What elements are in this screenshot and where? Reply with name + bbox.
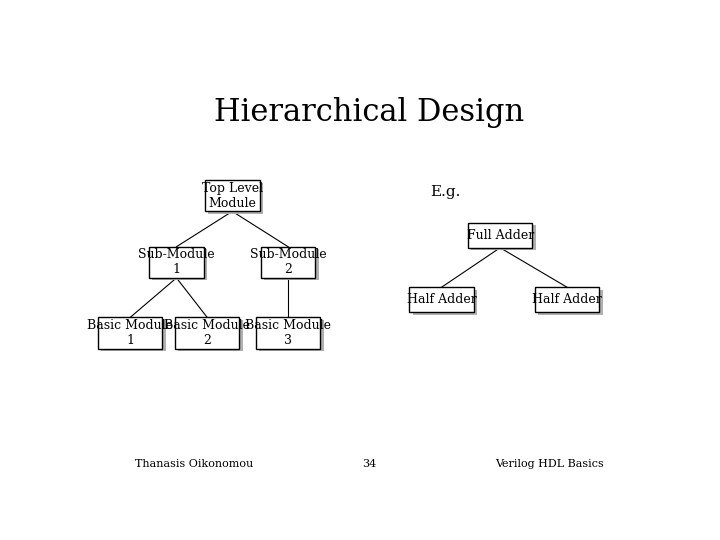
FancyBboxPatch shape xyxy=(413,290,477,315)
FancyBboxPatch shape xyxy=(535,287,599,312)
Text: Basic Module
1: Basic Module 1 xyxy=(87,319,174,347)
Text: 34: 34 xyxy=(362,459,376,469)
FancyBboxPatch shape xyxy=(539,290,603,315)
FancyBboxPatch shape xyxy=(259,320,323,351)
FancyBboxPatch shape xyxy=(410,287,474,312)
Text: Half Adder: Half Adder xyxy=(532,293,602,306)
FancyBboxPatch shape xyxy=(175,318,239,349)
FancyBboxPatch shape xyxy=(468,223,532,248)
FancyBboxPatch shape xyxy=(472,225,536,250)
FancyBboxPatch shape xyxy=(261,247,315,278)
Text: Full Adder: Full Adder xyxy=(467,229,534,242)
Text: Top Level
Module: Top Level Module xyxy=(202,182,263,210)
FancyBboxPatch shape xyxy=(153,249,207,280)
Text: E.g.: E.g. xyxy=(431,185,461,199)
FancyBboxPatch shape xyxy=(256,318,320,349)
FancyBboxPatch shape xyxy=(208,183,263,214)
Text: Basic Module
2: Basic Module 2 xyxy=(164,319,250,347)
FancyBboxPatch shape xyxy=(98,318,162,349)
FancyBboxPatch shape xyxy=(149,247,204,278)
FancyBboxPatch shape xyxy=(102,320,166,351)
Text: Verilog HDL Basics: Verilog HDL Basics xyxy=(495,459,603,469)
Text: Basic Module
3: Basic Module 3 xyxy=(245,319,331,347)
Text: Half Adder: Half Adder xyxy=(407,293,477,306)
FancyBboxPatch shape xyxy=(205,180,260,211)
Text: Thanasis Oikonomou: Thanasis Oikonomou xyxy=(135,459,253,469)
Text: Sub-Module
2: Sub-Module 2 xyxy=(250,248,326,276)
Text: Sub-Module
1: Sub-Module 1 xyxy=(138,248,215,276)
FancyBboxPatch shape xyxy=(264,249,319,280)
Text: Hierarchical Design: Hierarchical Design xyxy=(214,97,524,128)
FancyBboxPatch shape xyxy=(179,320,243,351)
